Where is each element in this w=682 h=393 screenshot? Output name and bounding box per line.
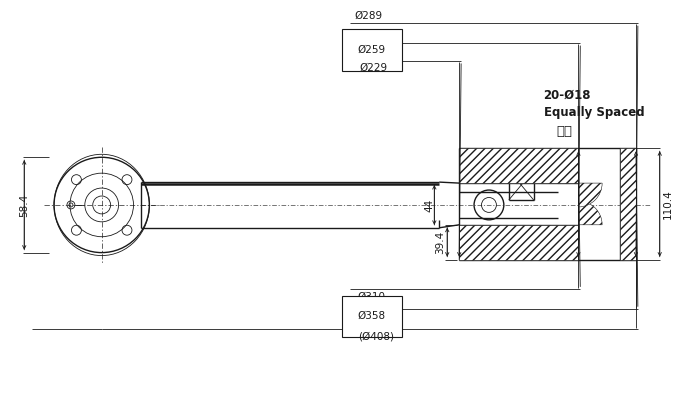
Text: Ø358: Ø358 (358, 311, 386, 321)
Text: Ø229: Ø229 (360, 63, 388, 73)
Text: 均布: 均布 (557, 125, 572, 138)
Text: Equally Spaced: Equally Spaced (544, 106, 644, 119)
Bar (459, 148, 578, 183)
Text: 110.4: 110.4 (663, 189, 672, 219)
Text: Ø259: Ø259 (358, 45, 386, 55)
Text: 20-Ø18: 20-Ø18 (544, 89, 591, 102)
Bar (459, 225, 578, 259)
Text: 39.4: 39.4 (435, 231, 445, 254)
Bar (620, 148, 636, 259)
Text: 44: 44 (424, 198, 434, 211)
Wedge shape (578, 183, 602, 207)
Text: Ø310: Ø310 (358, 291, 386, 301)
Text: Ø289: Ø289 (355, 11, 383, 21)
Text: (Ø408): (Ø408) (358, 331, 394, 341)
Text: 58.4: 58.4 (19, 193, 29, 217)
Wedge shape (578, 201, 602, 225)
